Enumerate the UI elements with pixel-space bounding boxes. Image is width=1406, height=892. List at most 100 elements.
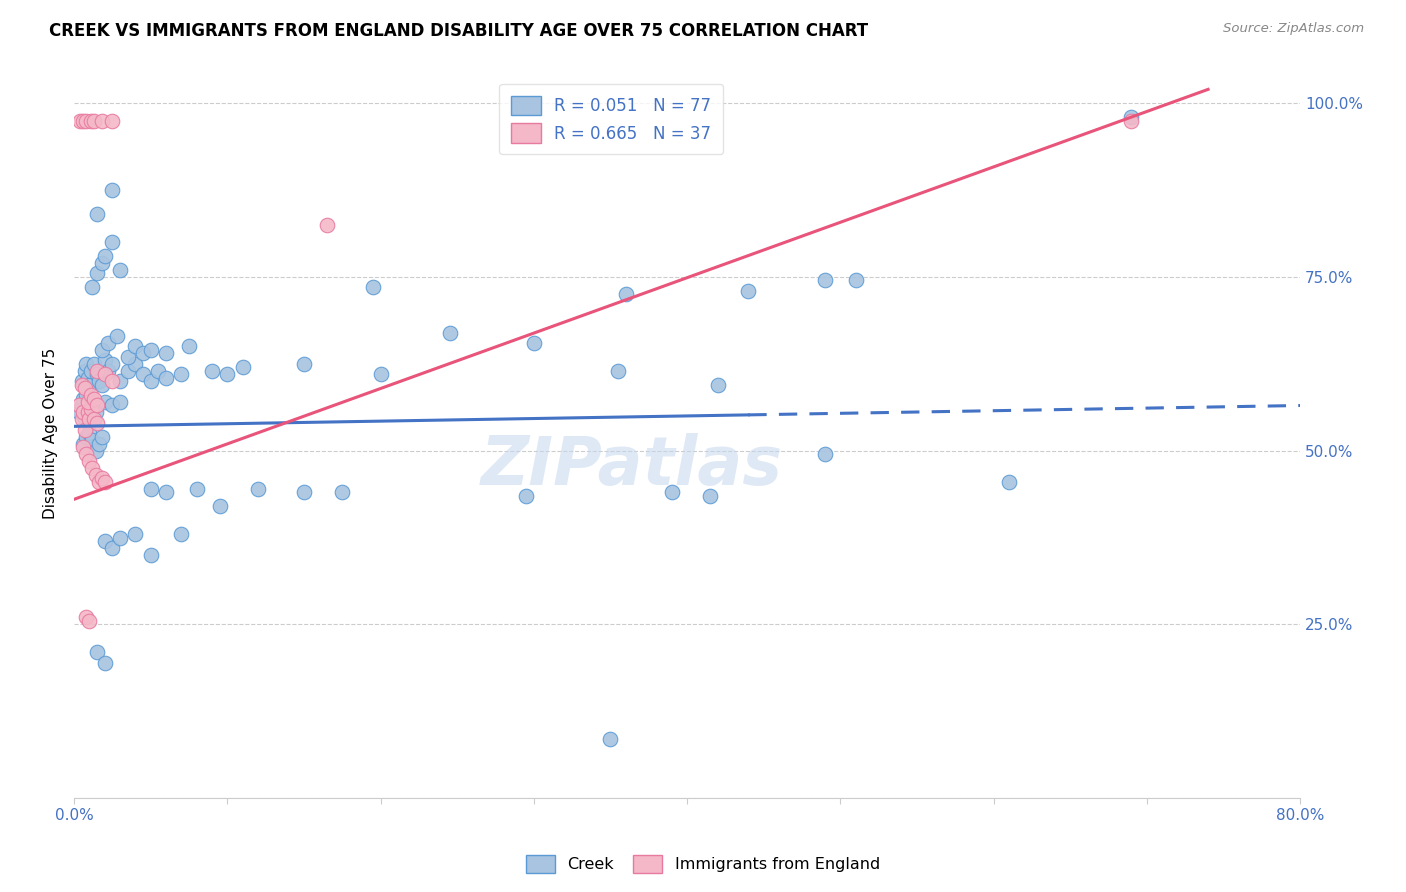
- Point: [67, 405, 90, 419]
- Point: [82, 461, 104, 475]
- Point: [523, 335, 546, 350]
- Point: [83, 399, 105, 413]
- Point: [86, 267, 108, 281]
- Point: [93, 395, 115, 409]
- Point: [101, 399, 124, 413]
- Point: [101, 357, 124, 371]
- Point: [93, 533, 115, 548]
- Point: [72, 405, 94, 419]
- Point: [90, 430, 112, 444]
- Point: [86, 416, 108, 430]
- Point: [73, 381, 96, 395]
- Point: [72, 392, 94, 406]
- Point: [101, 374, 124, 388]
- Point: [101, 235, 124, 250]
- Legend: R = 0.051   N = 77, R = 0.665   N = 37: R = 0.051 N = 77, R = 0.665 N = 37: [499, 84, 723, 154]
- Point: [814, 273, 837, 287]
- Point: [79, 614, 101, 628]
- Point: [77, 401, 100, 416]
- Point: [232, 360, 254, 375]
- Point: [75, 388, 97, 402]
- Point: [139, 374, 162, 388]
- Text: ZIPatlas: ZIPatlas: [481, 434, 783, 500]
- Point: [155, 485, 177, 500]
- Point: [105, 329, 128, 343]
- Point: [139, 343, 162, 357]
- Point: [80, 401, 103, 416]
- Point: [79, 412, 101, 426]
- Point: [80, 113, 103, 128]
- Point: [515, 489, 537, 503]
- Point: [292, 357, 315, 371]
- Point: [208, 500, 231, 514]
- Point: [93, 656, 115, 670]
- Point: [70, 374, 93, 388]
- Point: [86, 368, 108, 382]
- Point: [72, 113, 94, 128]
- Point: [132, 346, 155, 360]
- Point: [79, 454, 101, 468]
- Point: [108, 374, 131, 388]
- Point: [72, 436, 94, 450]
- Point: [82, 412, 104, 426]
- Point: [93, 368, 115, 382]
- Point: [87, 475, 110, 489]
- Point: [316, 218, 339, 232]
- Point: [186, 482, 208, 496]
- Point: [70, 399, 93, 413]
- Point: [706, 377, 728, 392]
- Point: [87, 436, 110, 450]
- Point: [292, 485, 315, 500]
- Point: [75, 610, 97, 624]
- Point: [75, 357, 97, 371]
- Point: [82, 434, 104, 448]
- Point: [77, 370, 100, 384]
- Text: CREEK VS IMMIGRANTS FROM ENGLAND DISABILITY AGE OVER 75 CORRELATION CHART: CREEK VS IMMIGRANTS FROM ENGLAND DISABIL…: [49, 22, 869, 40]
- Point: [83, 392, 105, 406]
- Point: [614, 287, 637, 301]
- Point: [661, 485, 683, 500]
- Point: [83, 113, 105, 128]
- Point: [93, 475, 115, 489]
- Point: [124, 357, 146, 371]
- Point: [79, 395, 101, 409]
- Point: [79, 426, 101, 441]
- Point: [75, 430, 97, 444]
- Point: [86, 399, 108, 413]
- Point: [97, 335, 120, 350]
- Point: [170, 527, 193, 541]
- Point: [101, 113, 124, 128]
- Point: [108, 395, 131, 409]
- Point: [814, 447, 837, 461]
- Point: [139, 548, 162, 562]
- Point: [93, 249, 115, 263]
- Point: [699, 489, 721, 503]
- Point: [73, 412, 96, 426]
- Point: [1121, 110, 1143, 124]
- Point: [83, 357, 105, 371]
- Point: [737, 284, 759, 298]
- Point: [75, 113, 97, 128]
- Point: [117, 364, 139, 378]
- Point: [75, 447, 97, 461]
- Point: [599, 731, 621, 746]
- Point: [80, 405, 103, 419]
- Point: [67, 399, 90, 413]
- Point: [86, 207, 108, 221]
- Point: [82, 280, 104, 294]
- Point: [246, 482, 269, 496]
- Text: Source: ZipAtlas.com: Source: ZipAtlas.com: [1223, 22, 1364, 36]
- Point: [86, 364, 108, 378]
- Point: [72, 440, 94, 454]
- Point: [845, 273, 868, 287]
- Point: [97, 364, 120, 378]
- Point: [177, 339, 200, 353]
- Point: [439, 326, 461, 340]
- Point: [108, 531, 131, 545]
- Point: [86, 645, 108, 659]
- Point: [93, 353, 115, 368]
- Point: [87, 374, 110, 388]
- Point: [83, 412, 105, 426]
- Point: [139, 482, 162, 496]
- Point: [70, 412, 93, 426]
